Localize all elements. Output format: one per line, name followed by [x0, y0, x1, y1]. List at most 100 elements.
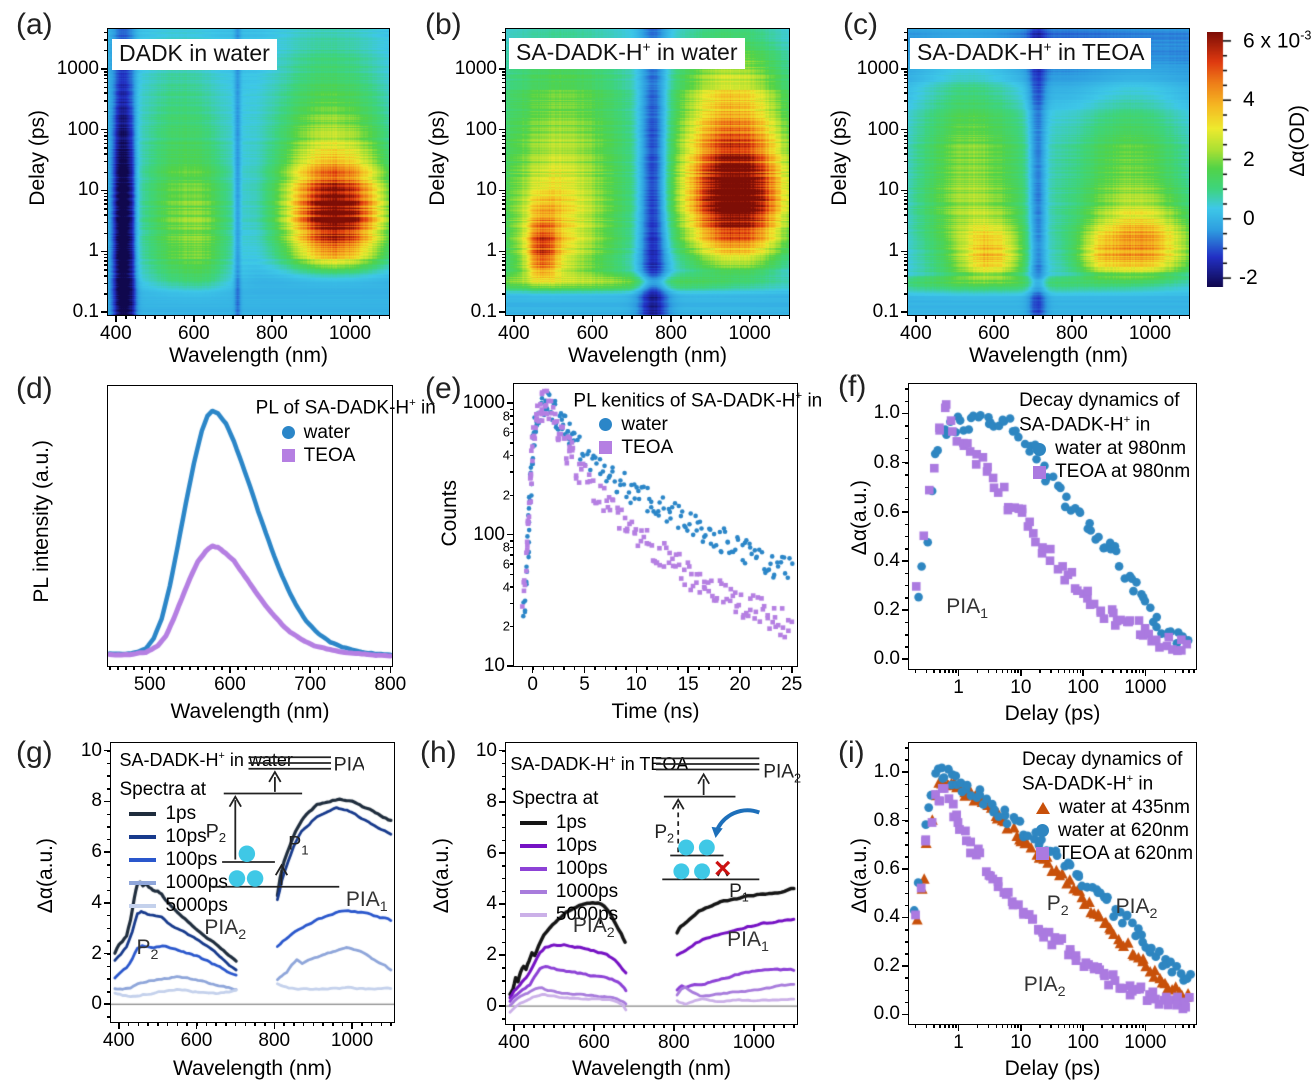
- tick: [1138, 669, 1141, 673]
- tick: [523, 315, 525, 319]
- x-axis-label-i: Delay (ps): [1004, 1057, 1101, 1080]
- tick: [948, 669, 950, 673]
- tick: [904, 199, 908, 201]
- tick: [502, 256, 506, 259]
- tick: [104, 153, 108, 155]
- tick-label: 0.8: [873, 809, 900, 831]
- tick: [904, 293, 908, 295]
- tick: [502, 967, 506, 969]
- tick: [905, 795, 909, 798]
- tick: [613, 1024, 615, 1028]
- tick: [904, 214, 908, 216]
- tick: [502, 877, 506, 880]
- heatmap-b-canvas: [506, 29, 789, 315]
- tick-label: 5: [579, 674, 590, 695]
- square-marker-icon: [1035, 847, 1049, 861]
- tick: [552, 315, 555, 319]
- tick: [1149, 315, 1151, 319]
- tick: [173, 315, 176, 319]
- tick: [510, 602, 514, 605]
- tick: [104, 264, 108, 266]
- tick: [905, 783, 909, 786]
- legend-f: Decay dynamics of SA-DADK-H+ in water at…: [1019, 390, 1190, 484]
- tick: [905, 400, 909, 403]
- tick: [1079, 1024, 1082, 1028]
- tick: [510, 586, 514, 588]
- tick: [510, 554, 514, 556]
- tick: [368, 315, 371, 319]
- tick: [1131, 669, 1133, 673]
- tick-label: 400: [498, 323, 530, 344]
- tick: [510, 471, 514, 473]
- tick: [1006, 669, 1009, 673]
- tick: [502, 916, 506, 918]
- electron: [228, 869, 245, 887]
- legend-entry-label: 1000ps: [165, 872, 228, 894]
- x-axis-label-g: Wavelength (nm): [172, 1057, 333, 1080]
- tick: [107, 991, 111, 993]
- tick-label: 8: [91, 790, 102, 812]
- tick: [507, 665, 514, 667]
- tick: [502, 801, 506, 803]
- tick: [1079, 669, 1082, 673]
- heatmap-b: SA-DADK-H+ in water 400 600 800 1000 0.1 1 10 1…: [455, 28, 790, 344]
- tick: [905, 807, 909, 810]
- line-marker-icon: [519, 866, 547, 871]
- tick: [125, 315, 127, 319]
- tick: [215, 1022, 217, 1026]
- tick-label: 1000: [56, 57, 99, 79]
- tick: [104, 92, 108, 94]
- legend-entry-label: water at 620nm: [1057, 819, 1189, 841]
- legend-entry: 1000ps: [519, 881, 618, 903]
- tick: [788, 315, 790, 319]
- tick: [793, 1024, 795, 1028]
- colorbar-tick-label: 0: [1243, 207, 1255, 230]
- tick: [229, 666, 231, 670]
- tick: [104, 232, 108, 235]
- tick: [976, 1024, 979, 1028]
- tick: [157, 1022, 159, 1026]
- tick: [957, 669, 960, 676]
- tick: [1039, 1024, 1041, 1028]
- tick-label: 0.6: [873, 857, 900, 879]
- tick: [983, 315, 986, 319]
- electron: [698, 839, 715, 856]
- tick: [1126, 1024, 1128, 1028]
- chart-e: PL kenitics of SA-DADK-H+ in water TEOA 0…: [463, 383, 822, 695]
- legend-entry: 1000ps: [129, 872, 228, 894]
- tick: [1082, 669, 1084, 676]
- tick-label: 15: [677, 674, 699, 695]
- x-axis-label-h: Wavelength (nm): [571, 1057, 732, 1080]
- tick: [976, 669, 979, 673]
- tick: [904, 86, 908, 89]
- tick: [510, 454, 514, 457]
- tick-label: 6: [502, 424, 510, 440]
- tick: [1012, 315, 1015, 319]
- tick: [502, 39, 506, 41]
- tick: [104, 81, 108, 84]
- circle-marker-icon: [599, 418, 613, 432]
- tick: [703, 1024, 705, 1028]
- legend-entry: water at 980nm: [1033, 438, 1190, 460]
- tick: [635, 666, 638, 670]
- tick: [510, 423, 514, 425]
- tick: [1129, 315, 1132, 319]
- colorbar-gradient: [1207, 32, 1233, 287]
- tick: [905, 916, 909, 919]
- tick: [1138, 1024, 1141, 1028]
- square-marker-icon: [1033, 465, 1047, 479]
- tick: [925, 315, 927, 319]
- tick: [253, 666, 255, 670]
- tick: [905, 621, 909, 624]
- tick: [502, 100, 506, 102]
- tick: [104, 31, 108, 34]
- tick: [901, 68, 908, 70]
- colorbar-tick-label: 4: [1243, 88, 1255, 111]
- tick: [904, 264, 908, 266]
- tick: [502, 980, 506, 982]
- legend-entry-label: TEOA at 620nm: [1057, 842, 1194, 864]
- tick: [1039, 669, 1041, 673]
- legend-entry: TEOA at 980nm: [1033, 461, 1190, 483]
- tick: [107, 750, 111, 752]
- tick: [502, 221, 506, 224]
